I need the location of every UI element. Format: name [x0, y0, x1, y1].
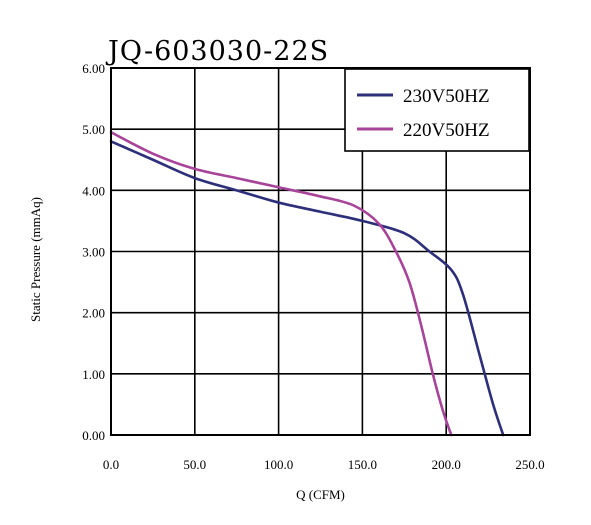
legend-box — [344, 68, 530, 152]
y-tick-label: 0.00 — [82, 428, 105, 443]
series-line-230v50hz — [109, 140, 505, 437]
chart-title: JQ-603030-22S — [105, 36, 329, 67]
y-axis-label: Static Pressure (mmAq) — [28, 197, 43, 322]
x-tick-labels: 0.0 50.0 100.0 150.0 200.0 250.0 — [103, 457, 545, 472]
series-layer — [109, 130, 505, 437]
x-tick-label: 250.0 — [515, 457, 544, 472]
legend-label: 220V50HZ — [403, 120, 490, 141]
x-tick-label: 150.0 — [348, 457, 377, 472]
x-axis-label: Q (CFM) — [296, 487, 345, 502]
y-tick-label: 5.00 — [82, 122, 105, 137]
y-tick-label: 1.00 — [82, 367, 105, 382]
y-tick-label: 3.00 — [82, 245, 105, 260]
plot-frame — [110, 67, 531, 436]
y-tick-label: 2.00 — [82, 306, 105, 321]
legend: 230V50HZ 220V50HZ — [344, 68, 530, 152]
x-tick-label: 50.0 — [183, 457, 206, 472]
x-tick-label: 0.0 — [103, 457, 119, 472]
x-tick-label: 200.0 — [432, 457, 461, 472]
legend-label: 230V50HZ — [403, 86, 490, 107]
x-tick-label: 100.0 — [264, 457, 293, 472]
y-tick-label: 4.00 — [82, 183, 105, 198]
series-line-220v50hz — [109, 130, 453, 437]
y-tick-label: 6.00 — [82, 61, 105, 76]
y-tick-labels: 0.00 1.00 2.00 3.00 4.00 5.00 6.00 — [82, 61, 105, 443]
